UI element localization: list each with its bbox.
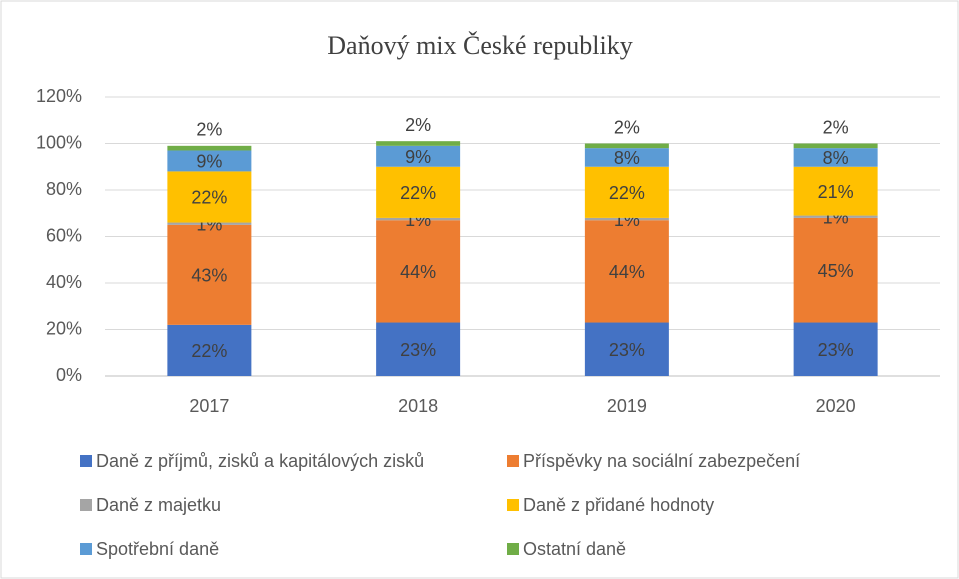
x-tick-label: 2018 [398, 396, 438, 416]
y-tick-label: 60% [46, 225, 82, 245]
data-label: 22% [191, 341, 227, 361]
data-label: 43% [191, 266, 227, 286]
bar-segment [584, 166, 669, 218]
data-label: 2% [196, 120, 222, 140]
data-label: 9% [196, 152, 222, 172]
bar-segment [793, 166, 878, 216]
legend-swatch [80, 543, 92, 555]
bar-segment [376, 166, 461, 218]
legend-label: Daně z přidané hodnoty [523, 495, 714, 515]
bar-segment [584, 148, 669, 167]
bar-segment [584, 322, 669, 376]
data-label: 2% [405, 115, 431, 135]
y-tick-label: 120% [36, 86, 82, 106]
data-label: 23% [609, 340, 645, 360]
x-tick-label: 2020 [816, 396, 856, 416]
chart-title: Daňový mix České republiky [327, 31, 632, 60]
data-label: 44% [609, 262, 645, 282]
data-label: 23% [818, 340, 854, 360]
bar-segment [793, 148, 878, 167]
legend-label: Příspěvky na sociální zabezpečení [523, 451, 800, 471]
bar-segment [167, 222, 252, 225]
y-tick-label: 100% [36, 132, 82, 152]
data-label: 23% [400, 340, 436, 360]
bar-segment [167, 171, 252, 223]
x-tick-label: 2017 [189, 396, 229, 416]
legend-label: Ostatní daně [523, 539, 626, 559]
y-tick-label: 20% [46, 318, 82, 338]
legend-swatch [80, 499, 92, 511]
bar-segment [167, 324, 252, 376]
bar-segment [376, 141, 461, 146]
bar-segment [167, 145, 252, 151]
bar-segment [167, 150, 252, 172]
data-label: 45% [818, 261, 854, 281]
data-label: 2% [614, 117, 640, 137]
bar-segment [793, 217, 878, 323]
bar-segment [376, 220, 461, 323]
legend-swatch [507, 543, 519, 555]
bar-segment [584, 143, 669, 149]
data-label: 9% [405, 147, 431, 167]
bar-segment [793, 322, 878, 376]
data-label: 22% [191, 188, 227, 208]
bar-segment [793, 143, 878, 149]
data-label: 2% [823, 117, 849, 137]
data-label: 8% [614, 148, 640, 168]
legend-label: Daně z příjmů, zisků a kapitálových zisk… [96, 451, 424, 471]
data-label: 8% [823, 148, 849, 168]
bar-segment [793, 215, 878, 218]
legend-swatch [507, 455, 519, 467]
data-label: 22% [400, 183, 436, 203]
legend-label: Spotřební daně [96, 539, 219, 559]
bar-segment [376, 322, 461, 376]
bar-segment [376, 145, 461, 167]
y-tick-label: 0% [56, 365, 82, 385]
data-label: 21% [818, 182, 854, 202]
legend-label: Daně z majetku [96, 495, 221, 515]
data-label: 44% [400, 262, 436, 282]
legend-swatch [80, 455, 92, 467]
bar-segment [167, 224, 252, 325]
x-tick-label: 2019 [607, 396, 647, 416]
legend-swatch [507, 499, 519, 511]
y-tick-label: 40% [46, 272, 82, 292]
bar-segment [584, 220, 669, 323]
bar-segment [584, 217, 669, 221]
y-tick-label: 80% [46, 179, 82, 199]
data-label: 22% [609, 183, 645, 203]
bar-segment [376, 217, 461, 221]
